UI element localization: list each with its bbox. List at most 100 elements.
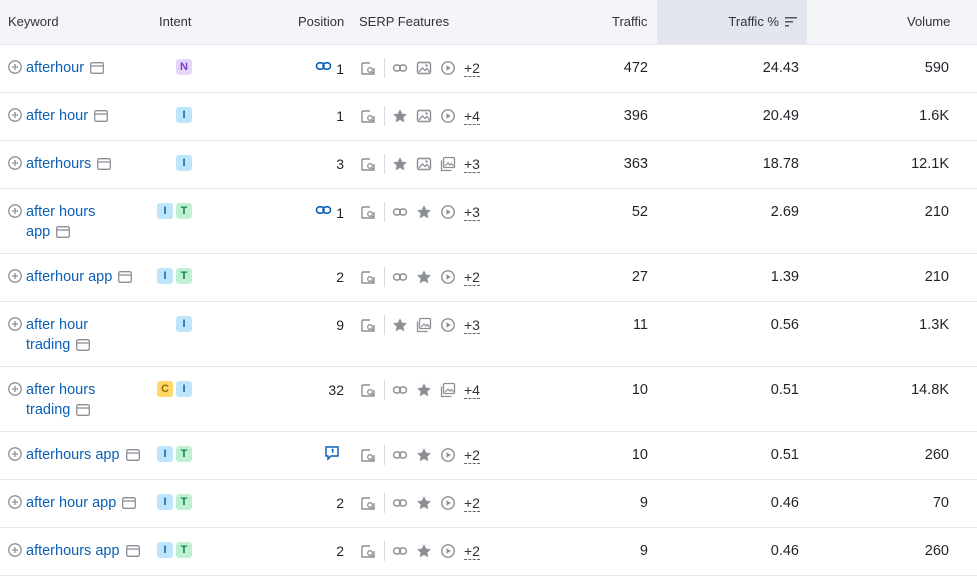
serp-preview-icon[interactable] (88, 108, 109, 124)
plus-circle-icon[interactable] (8, 382, 22, 396)
serp-preview-icon[interactable] (50, 224, 71, 240)
keyword-line-2[interactable]: app (26, 224, 51, 240)
more-features-link[interactable]: +2 (464, 494, 480, 512)
more-features-link[interactable]: +4 (464, 107, 480, 125)
serp-snapshot-icon[interactable] (360, 204, 376, 220)
keyword-link[interactable]: afterhour app (26, 267, 133, 287)
keyword-cell: after hour app (8, 493, 156, 513)
traffic-value: 10 (631, 382, 648, 398)
serp-snapshot-icon[interactable] (360, 108, 376, 124)
keyword-link[interactable]: afterhours app (26, 541, 140, 561)
table-body: afterhour N 1 +2 472 24.43 590 after hou… (0, 45, 977, 576)
keyword-line-1[interactable]: after hours (26, 204, 96, 220)
serp-snapshot-icon[interactable] (360, 269, 376, 285)
plus-circle-icon[interactable] (8, 495, 22, 509)
column-header-intent[interactable]: Intent (159, 14, 192, 29)
keyword-link[interactable]: afterhour (26, 58, 104, 78)
serp-snapshot-icon[interactable] (360, 60, 376, 76)
serp-preview-icon[interactable] (84, 60, 104, 76)
more-features-link[interactable]: +3 (464, 155, 480, 173)
keyword-text[interactable]: afterhours (26, 156, 92, 172)
serp-snapshot-icon[interactable] (360, 447, 376, 463)
serp-preview-icon[interactable] (120, 543, 140, 559)
serp-preview-icon[interactable] (70, 402, 91, 418)
keyword-link[interactable]: after hour app (26, 493, 137, 513)
gallery-icon (416, 317, 432, 333)
plus-circle-icon[interactable] (8, 447, 22, 461)
keyword-link[interactable]: after hours app (26, 202, 95, 242)
keyword-link[interactable]: after hours trading (26, 380, 95, 420)
serp-preview-icon[interactable] (112, 269, 133, 285)
more-features-link[interactable]: +2 (464, 542, 480, 560)
more-features-link[interactable]: +4 (464, 381, 480, 399)
keyword-text[interactable]: after hour (26, 108, 89, 124)
keyword-line-1[interactable]: after hours (26, 382, 96, 398)
serp-snapshot-icon[interactable] (360, 382, 376, 398)
keyword-line-1[interactable]: after hour (26, 317, 89, 333)
keyword-link[interactable]: after hour trading (26, 315, 91, 355)
more-features-link[interactable]: +2 (464, 59, 480, 77)
serp-snapshot-icon[interactable] (360, 495, 376, 511)
keyword-link[interactable]: afterhours (26, 154, 112, 174)
plus-circle-icon[interactable] (8, 60, 22, 74)
keyword-line-2[interactable]: trading (26, 402, 71, 418)
serp-preview-icon[interactable] (91, 156, 112, 172)
keyword-link[interactable]: after hour (26, 106, 109, 126)
traffic-value: 11 (632, 317, 648, 333)
table-row[interactable]: after hour trading I 9 +3 11 0.56 1.3K (0, 302, 977, 367)
keyword-link[interactable]: afterhours app (26, 445, 140, 465)
serp-preview-icon[interactable] (70, 337, 91, 353)
plus-circle-icon[interactable] (8, 269, 22, 283)
intent-cell: I (176, 316, 192, 334)
link-position-icon (315, 202, 332, 223)
traffic-percent-value: 0.46 (770, 495, 799, 511)
keyword-text[interactable]: afterhours app (26, 447, 120, 463)
plus-circle-icon[interactable] (8, 156, 22, 170)
more-features-link[interactable]: +3 (464, 203, 480, 221)
serp-snapshot-icon[interactable] (360, 543, 376, 559)
star-icon (416, 495, 432, 511)
divider (384, 380, 385, 400)
intent-badge: I (157, 268, 173, 284)
column-header-volume[interactable]: Volume (907, 14, 951, 29)
plus-circle-icon[interactable] (8, 317, 22, 331)
keyword-text[interactable]: afterhours app (26, 543, 120, 559)
keyword-text[interactable]: after hour app (26, 495, 117, 511)
column-header-traffic[interactable]: Traffic (612, 14, 648, 29)
keyword-line-2[interactable]: trading (26, 337, 71, 353)
more-features-link[interactable]: +2 (464, 446, 480, 464)
sort-descending-icon[interactable] (785, 16, 797, 28)
serp-snapshot-icon[interactable] (360, 317, 376, 333)
serp-features-cell: +3 (360, 202, 480, 222)
traffic-percent-value: 0.51 (770, 447, 799, 463)
volume-value: 70 (932, 495, 949, 511)
plus-circle-icon[interactable] (8, 108, 22, 122)
serp-snapshot-icon[interactable] (360, 156, 376, 172)
star-icon (416, 269, 432, 285)
plus-circle-icon[interactable] (8, 543, 22, 557)
table-row[interactable]: afterhours I 3 +3 363 18.78 12.1K (0, 141, 977, 189)
column-header-traffic-percent[interactable]: Traffic % (657, 0, 807, 44)
column-header-keyword[interactable]: Keyword (8, 14, 59, 29)
position-value: 1 (336, 60, 344, 77)
column-header-position[interactable]: Position (298, 14, 345, 29)
position-cell: 1 (336, 106, 344, 126)
serp-preview-icon[interactable] (120, 447, 140, 463)
keyword-text[interactable]: afterhour (26, 60, 85, 76)
keyword-text[interactable]: afterhour app (26, 269, 113, 285)
more-features-link[interactable]: +2 (464, 268, 480, 286)
serp-preview-icon[interactable] (116, 495, 137, 511)
table-row[interactable]: after hour I 1 +4 396 20.49 1.6K (0, 93, 977, 141)
more-features-link[interactable]: +3 (464, 316, 480, 334)
table-row[interactable]: afterhour N 1 +2 472 24.43 590 (0, 45, 977, 93)
plus-circle-icon[interactable] (8, 204, 22, 218)
column-header-serp-features[interactable]: SERP Features (359, 14, 450, 29)
